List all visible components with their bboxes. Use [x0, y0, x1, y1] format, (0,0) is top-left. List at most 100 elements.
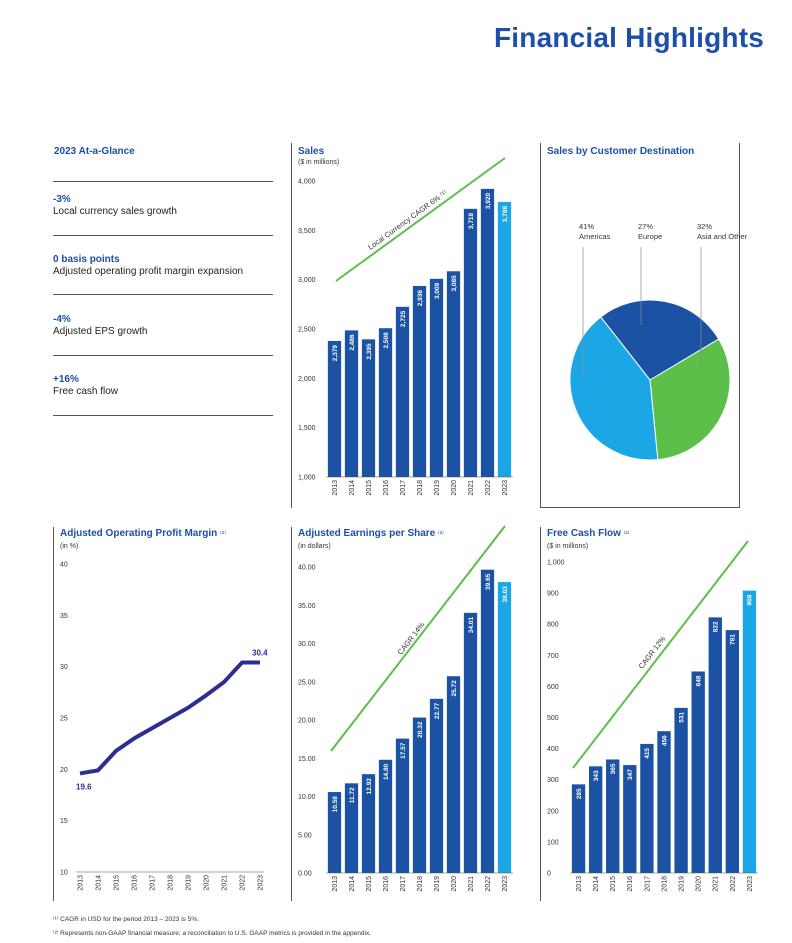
y-tick-label: 300 [547, 777, 559, 784]
pie-slice [600, 299, 720, 381]
x-tick-label: 2014 [349, 480, 356, 496]
glance-value: -4% [53, 314, 71, 325]
bar [606, 759, 620, 873]
bar [395, 738, 410, 873]
bar-value-label: 3,920 [485, 193, 492, 210]
x-tick-label: 2013 [332, 480, 339, 496]
y-tick-label: 100 [547, 839, 559, 846]
pie-pct: 32% [697, 222, 713, 231]
bar [674, 707, 688, 873]
glance-value: +16% [53, 374, 79, 385]
bar-value-label: 2,936 [417, 290, 424, 307]
fcf-subtitle: ($ in millions) [547, 543, 589, 550]
eps-title-text: Adjusted Earnings per Share [298, 528, 436, 539]
pie-slice [569, 316, 659, 461]
bar-value-label: 10.58 [332, 796, 339, 813]
x-tick-label: 2021 [468, 876, 475, 892]
x-tick-label: 2015 [366, 480, 373, 496]
destination-title: Sales by Customer Destination [547, 146, 695, 157]
x-tick-label: 2014 [349, 876, 356, 892]
x-tick-label: 2015 [366, 876, 373, 892]
bar [497, 582, 512, 873]
y-tick-label: 40.00 [298, 565, 316, 572]
bar [446, 676, 461, 873]
fcf-title-text: Free Cash Flow [547, 528, 621, 539]
bar-value-label: 2,725 [400, 310, 407, 327]
bar [327, 340, 342, 477]
x-tick-label: 2022 [485, 480, 492, 496]
eps-title: Adjusted Earnings per Share ⁽²⁾ [298, 528, 444, 539]
panel-border [291, 527, 292, 901]
y-tick-label: 40 [60, 562, 68, 569]
first-value-label: 19.6 [76, 782, 92, 791]
bar [480, 569, 495, 873]
bar [429, 698, 444, 873]
bar-value-label: 20.32 [417, 721, 424, 738]
bar-value-label: 2,486 [349, 334, 356, 351]
y-tick-label: 0 [547, 871, 551, 878]
bar [412, 285, 427, 477]
y-tick-label: 800 [547, 622, 559, 629]
x-tick-label: 2020 [451, 876, 458, 892]
x-tick-label: 2018 [417, 480, 424, 496]
x-tick-label: 2020 [451, 480, 458, 496]
x-tick-label: 2022 [239, 875, 246, 891]
glance-item-fcf: +16% Free cash flow [53, 374, 273, 397]
trend-line [335, 157, 506, 282]
bar [378, 328, 393, 477]
glance-desc: Adjusted operating profit margin expansi… [53, 266, 244, 277]
y-tick-label: 900 [547, 591, 559, 598]
x-tick-label: 2016 [383, 876, 390, 892]
divider [53, 181, 273, 182]
y-tick-label: 4,000 [298, 179, 316, 186]
x-tick-label: 2021 [221, 875, 228, 891]
glance-item-eps: -4% Adjusted EPS growth [53, 314, 273, 337]
divider [53, 294, 273, 295]
glance-desc: Local currency sales growth [53, 206, 177, 217]
glance-desc: Free cash flow [53, 386, 119, 397]
bar [463, 208, 478, 477]
bar [588, 766, 603, 873]
x-tick-label: 2017 [400, 480, 407, 496]
bar [742, 590, 757, 873]
bar [497, 201, 512, 477]
footnote-2: ⁽²⁾ Represents non-GAAP financial measur… [53, 930, 371, 937]
bar-value-label: 2,395 [366, 343, 373, 360]
x-tick-label: 2017 [644, 876, 651, 892]
y-tick-label: 10.00 [298, 794, 316, 801]
x-tick-label: 2018 [417, 876, 424, 892]
margin-title-note: ⁽²⁾ [220, 531, 226, 538]
x-tick-label: 2019 [434, 876, 441, 892]
sales-subtitle: ($ in millions) [298, 159, 340, 166]
y-tick-label: 1,000 [547, 560, 565, 567]
bar-value-label: 14.80 [383, 763, 390, 780]
x-tick-label: 2023 [502, 876, 509, 892]
x-tick-label: 2018 [167, 875, 174, 891]
eps-title-note: ⁽²⁾ [438, 531, 444, 538]
bar [361, 339, 376, 477]
x-tick-label: 2023 [257, 875, 264, 891]
panel-border [540, 143, 541, 508]
glance-item-margin: 0 basis points Adjusted operating profit… [53, 254, 273, 277]
trend-line [330, 525, 506, 752]
bar [725, 630, 740, 873]
bar-value-label: 347 [627, 769, 634, 780]
y-tick-label: 30 [60, 664, 68, 671]
bar [344, 783, 359, 873]
pie-name: Europe [638, 232, 663, 241]
y-tick-label: 5.00 [298, 832, 312, 839]
y-tick-label: 35.00 [298, 603, 316, 610]
x-tick-label: 2023 [502, 480, 509, 496]
bar-value-label: 415 [644, 748, 651, 759]
x-tick-label: 2016 [383, 480, 390, 496]
trend-line [572, 540, 749, 769]
x-tick-label: 2019 [678, 876, 685, 892]
glance-value: 0 basis points [53, 254, 120, 265]
bar [378, 759, 393, 873]
y-tick-label: 200 [547, 808, 559, 815]
x-tick-label: 2014 [95, 875, 102, 891]
bar-value-label: 456 [661, 735, 668, 746]
